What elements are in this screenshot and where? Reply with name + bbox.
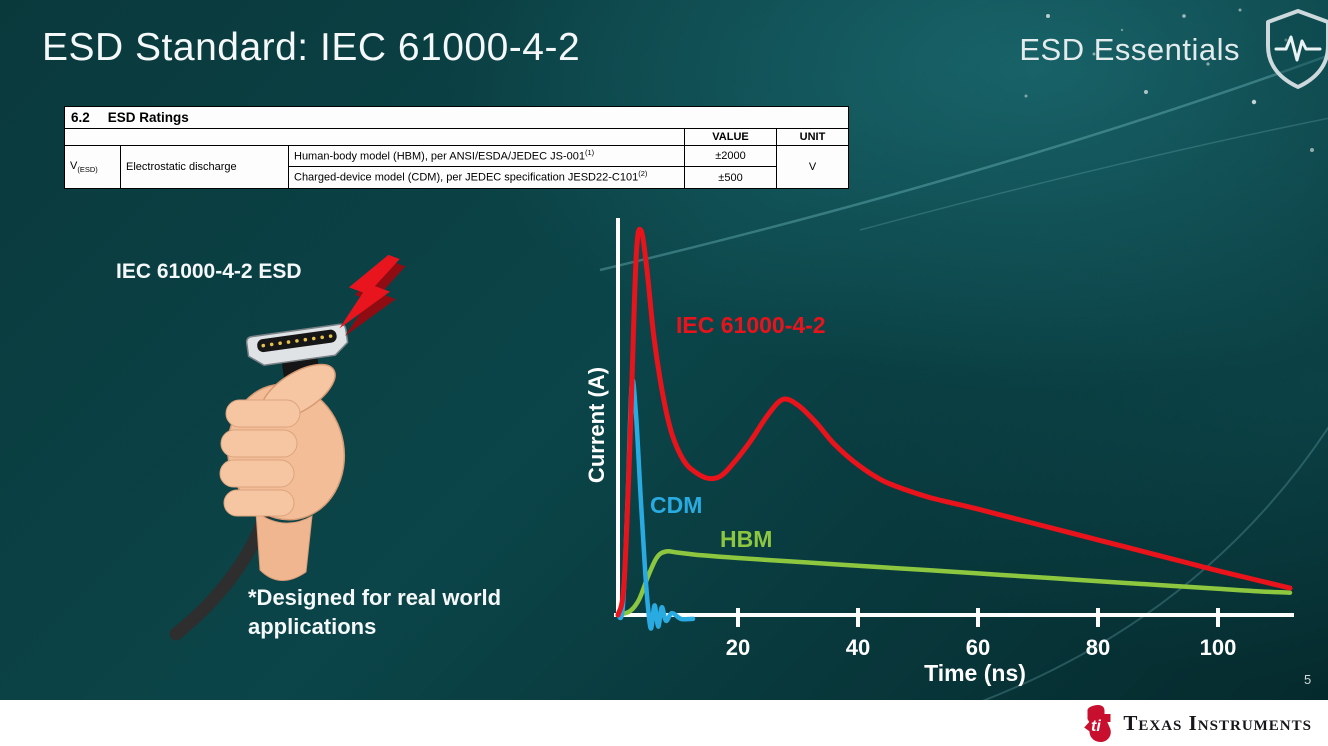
esd-ratings-table: 6.2 ESD Ratings VALUE UNIT V(ESD) Electro… (64, 106, 849, 189)
series-title: ESD Essentials (1019, 32, 1240, 67)
x-tick-label: 80 (1086, 635, 1110, 660)
texas-instruments-logo: ti Texas Instruments (1081, 704, 1312, 742)
ti-monogram: ti (1091, 718, 1101, 735)
curve-iec (615, 226, 1293, 618)
cdm-value-cell: ±500 (684, 166, 777, 189)
hbm-description: Human-body model (HBM), per ANSI/ESDA/JE… (294, 150, 585, 163)
hand (219, 363, 346, 581)
parameter-name-cell: Electrostatic discharge (120, 145, 289, 189)
footer-bar: ti Texas Instruments (0, 700, 1328, 746)
parameter-symbol-cell: V(ESD) (64, 145, 121, 189)
lightning-bolt-icon (339, 254, 406, 336)
pulse-line-icon (1274, 35, 1322, 62)
wrist (255, 510, 313, 581)
column-header-value: VALUE (684, 128, 777, 146)
table-row: V(ESD) Electrostatic discharge Human-bod… (64, 144, 849, 189)
footnote-ref: (1) (585, 148, 595, 157)
bolt (339, 254, 400, 329)
table-caption: 6.2 ESD Ratings (64, 106, 849, 129)
esd-essentials-shield-icon (1266, 9, 1328, 89)
iec-curve-label: IEC 61000-4-2 (676, 312, 826, 338)
fingers (219, 399, 301, 517)
table-row: Charged-device model (CDM), per JEDEC sp… (65, 166, 849, 189)
iec-esd-caption: IEC 61000-4-2 ESD (116, 260, 302, 283)
cdm-description: Charged-device model (CDM), per JEDEC sp… (294, 172, 639, 185)
unit-cell: V (776, 145, 849, 189)
parameter-symbol-subscript: (ESD) (77, 165, 98, 174)
esd-ratings-table-wrap: 6.2 ESD Ratings VALUE UNIT V(ESD) Electro… (64, 106, 849, 189)
footnote-ref: (2) (638, 169, 648, 179)
parameter-symbol: V (70, 159, 78, 172)
cdm-curve-label: CDM (650, 492, 703, 518)
slide: ESD Standard: IEC 61000-4-2 ESD Essentia… (0, 0, 1328, 700)
hbm-value-cell: ±2000 (684, 144, 777, 168)
y-axis-title: Current (A) (584, 366, 609, 484)
page-title: ESD Standard: IEC 61000-4-2 (42, 26, 581, 69)
shield-outline (1266, 9, 1328, 89)
table-header-spacer (64, 128, 685, 146)
x-tick-label: 100 (1200, 635, 1237, 660)
ti-bug-icon: ti (1084, 705, 1112, 742)
page-number: 5 (1304, 672, 1312, 687)
table-caption-text: ESD Ratings (107, 110, 189, 125)
x-tick-label: 20 (726, 635, 750, 660)
curve-hbm (615, 549, 1293, 618)
hbm-curve-label: HBM (720, 526, 773, 552)
x-tick-label: 60 (966, 635, 990, 660)
esd-waveform-chart: 20 40 60 80 100 (614, 218, 1294, 660)
designed-note: *Designed for real world applications (248, 585, 502, 639)
connector-pins (261, 334, 333, 348)
x-tick-label: 40 (846, 635, 870, 660)
hbm-description-cell: Human-body model (HBM), per ANSI/ESDA/JE… (288, 144, 685, 168)
table-section-number: 6.2 (71, 110, 90, 125)
cdm-description-cell: Charged-device model (CDM), per JEDEC sp… (288, 166, 685, 189)
brand-name: Texas Instruments (1123, 710, 1312, 735)
hand-holding-hdmi-illustration (169, 254, 406, 641)
column-header-unit: UNIT (776, 128, 849, 146)
x-axis-title: Time (ns) (924, 660, 1026, 686)
